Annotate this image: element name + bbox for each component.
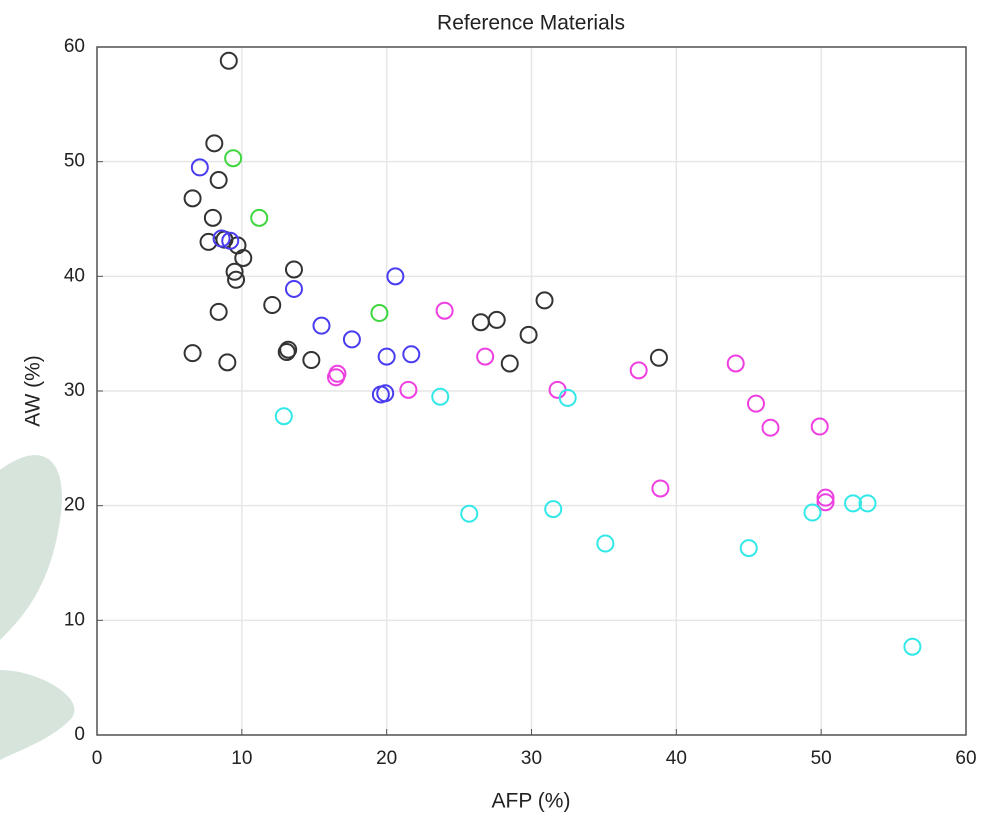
point	[190, 158, 209, 177]
decor-leaf	[0, 455, 62, 640]
point	[460, 504, 479, 523]
point	[816, 493, 835, 512]
point	[386, 267, 405, 286]
point	[519, 325, 538, 344]
point	[399, 380, 418, 399]
point	[596, 534, 615, 553]
y-tick-label: 30	[64, 380, 85, 401]
point	[810, 417, 829, 436]
point	[651, 479, 670, 498]
point	[284, 260, 303, 279]
point	[221, 231, 240, 250]
point	[761, 418, 780, 437]
point	[739, 539, 758, 558]
point	[844, 494, 863, 513]
point	[209, 302, 228, 321]
point	[224, 149, 243, 168]
point	[277, 343, 296, 362]
point	[476, 347, 495, 366]
point	[342, 330, 361, 349]
point	[487, 310, 506, 329]
point	[219, 51, 238, 70]
x-tick-label: 0	[92, 748, 103, 769]
y-tick-label: 0	[74, 724, 85, 745]
point	[234, 248, 253, 267]
point	[250, 208, 269, 227]
point	[225, 262, 244, 281]
point	[726, 354, 745, 373]
point	[816, 488, 835, 507]
x-tick-label: 60	[955, 748, 976, 769]
y-tick-label: 40	[64, 265, 85, 286]
point	[274, 407, 293, 426]
y-tick-label: 50	[64, 151, 85, 172]
x-tick-label: 20	[376, 748, 397, 769]
point	[312, 316, 331, 335]
point	[302, 351, 321, 370]
y-tick-label: 10	[64, 609, 85, 630]
point	[402, 345, 421, 364]
point	[903, 637, 922, 656]
point	[263, 296, 282, 314]
point	[212, 229, 231, 248]
point	[535, 291, 554, 310]
point	[205, 134, 224, 153]
point	[858, 494, 877, 513]
point	[203, 208, 222, 227]
point	[649, 348, 668, 367]
point	[227, 270, 246, 289]
point	[558, 388, 577, 407]
point	[629, 361, 648, 380]
point	[471, 313, 490, 332]
x-tick-label: 50	[811, 748, 832, 769]
point	[746, 394, 765, 413]
point	[209, 171, 228, 190]
chart-title: Reference Materials	[437, 12, 625, 35]
point	[326, 368, 345, 387]
y-axis-label: AW (%)	[22, 355, 45, 427]
point	[377, 347, 396, 366]
point	[376, 384, 395, 403]
decor-leaf	[0, 670, 75, 760]
point	[183, 189, 202, 208]
point	[431, 387, 450, 406]
y-tick-label: 60	[64, 36, 85, 57]
x-tick-label: 10	[231, 748, 252, 769]
point	[803, 503, 822, 522]
point	[435, 301, 454, 320]
point	[500, 354, 519, 373]
point	[279, 340, 298, 359]
point	[548, 380, 567, 399]
point	[370, 304, 389, 323]
point	[284, 279, 303, 298]
x-axis-label: AFP (%)	[492, 790, 571, 813]
point	[544, 500, 563, 519]
x-tick-label: 40	[666, 748, 687, 769]
x-tick-label: 30	[521, 748, 542, 769]
point	[183, 344, 202, 363]
point	[218, 353, 237, 372]
y-tick-label: 20	[64, 495, 85, 516]
